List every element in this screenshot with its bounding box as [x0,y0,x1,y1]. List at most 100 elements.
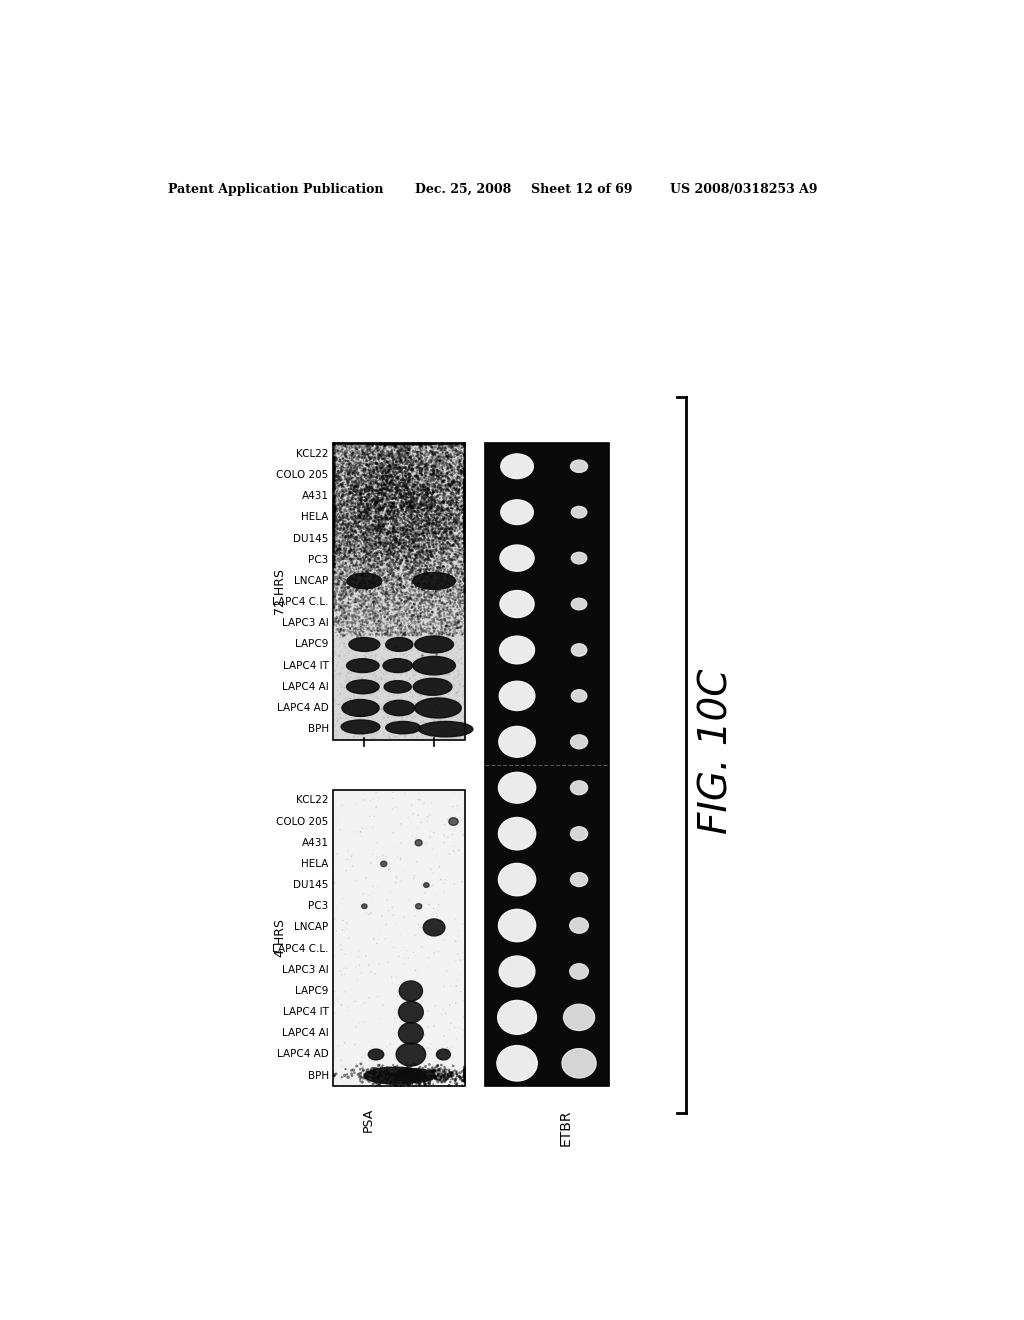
Point [329,611,345,632]
Point [352,565,369,586]
Point [415,546,431,568]
Point [414,700,430,721]
Point [440,537,457,558]
Point [373,533,389,554]
Point [368,495,384,516]
Point [397,552,414,573]
Point [449,630,465,651]
Point [414,465,430,486]
Point [370,553,386,574]
Point [339,543,355,564]
Point [382,517,398,539]
Point [395,991,412,1012]
Point [332,513,348,535]
Point [383,1060,399,1081]
Point [449,564,465,585]
Point [377,507,393,528]
Point [447,539,464,560]
Point [395,1074,412,1096]
Point [456,560,472,581]
Point [455,569,471,590]
Point [378,474,394,495]
Point [415,469,431,490]
Point [395,436,412,457]
Point [434,465,451,486]
Point [341,458,357,479]
Point [389,574,406,595]
Point [434,433,451,454]
Point [343,561,359,582]
Point [437,483,454,504]
Point [440,711,457,733]
Point [422,496,438,517]
Point [359,454,376,475]
Point [413,516,429,537]
Point [334,549,350,570]
Point [393,506,410,527]
Point [359,502,376,523]
Point [362,587,379,609]
Point [373,599,389,620]
Point [388,500,404,521]
Point [398,467,415,488]
Point [342,583,358,605]
Point [340,587,356,609]
Point [430,469,446,490]
Point [371,620,387,642]
Point [445,494,462,515]
Point [384,1064,400,1085]
Point [407,906,423,927]
Text: Sheet 12 of 69: Sheet 12 of 69 [531,183,633,197]
Point [336,457,352,478]
Point [412,458,428,479]
Point [326,458,342,479]
Point [436,546,453,568]
Point [361,635,378,656]
Point [337,1065,353,1086]
Point [431,609,447,630]
Point [352,483,369,504]
Point [354,479,371,500]
Point [404,444,421,465]
Point [378,463,394,484]
Point [356,525,373,546]
Point [379,516,395,537]
Point [387,470,403,491]
Point [365,531,381,552]
Point [408,606,424,627]
Point [434,618,451,639]
Point [372,615,388,636]
Point [398,850,415,871]
Point [354,433,371,454]
Point [414,434,430,455]
Point [419,612,435,634]
Point [390,572,407,593]
Point [377,504,393,525]
Point [434,540,451,561]
Ellipse shape [569,964,589,979]
Point [345,486,361,507]
Point [361,475,378,496]
Point [441,454,458,475]
Point [437,589,454,610]
Point [335,527,351,548]
Point [402,593,419,614]
Point [453,455,469,477]
Point [439,455,456,477]
Point [453,582,469,603]
Point [379,451,395,473]
Point [349,619,366,640]
Point [438,517,455,539]
Point [421,490,437,511]
Point [442,582,459,603]
Point [437,469,454,490]
Point [375,471,391,492]
Point [378,532,394,553]
Point [351,598,368,619]
Point [455,471,471,492]
Point [347,465,364,486]
Point [359,517,376,539]
Point [354,433,371,454]
Point [372,574,388,595]
Point [382,548,398,569]
